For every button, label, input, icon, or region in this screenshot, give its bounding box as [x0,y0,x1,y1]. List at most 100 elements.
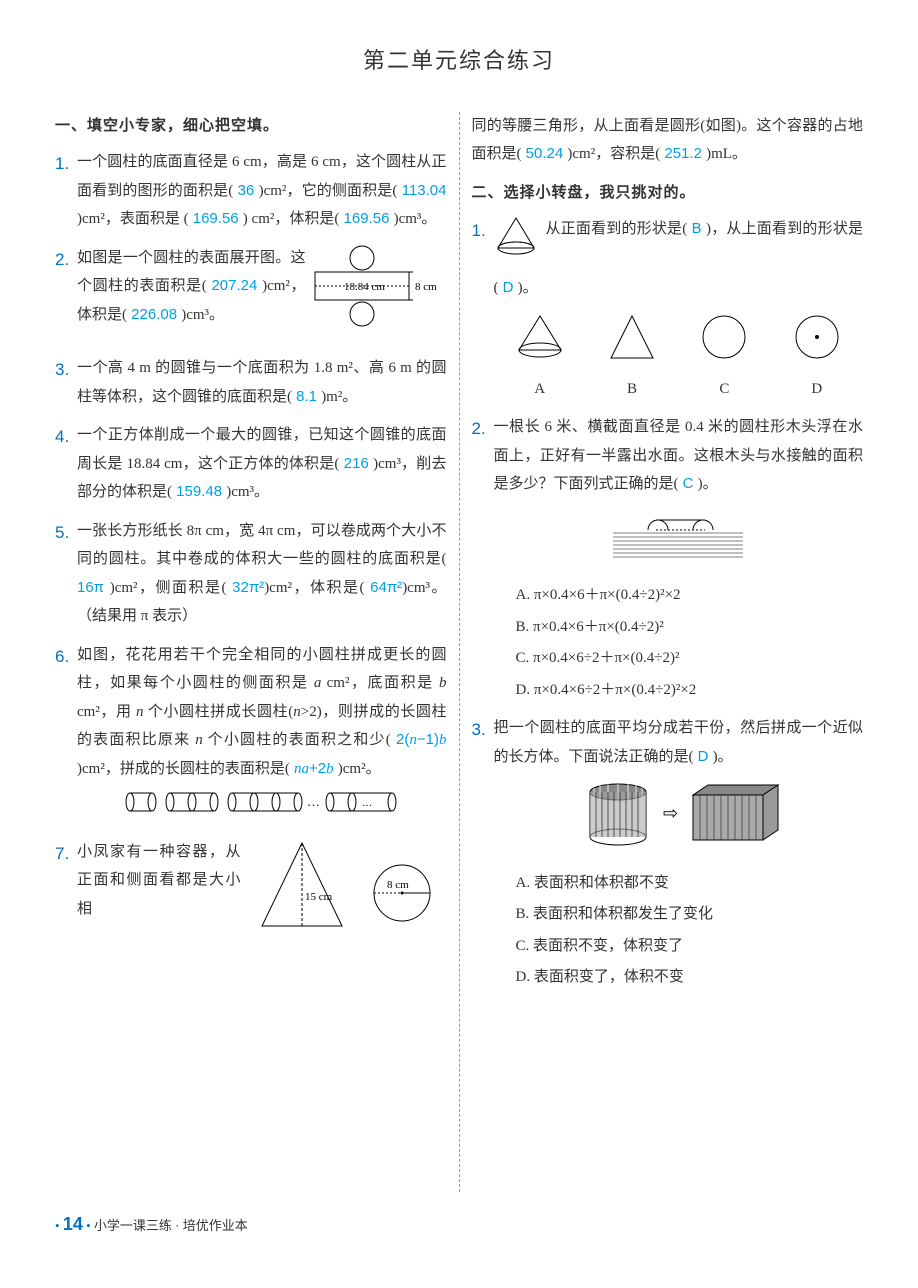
q-num: 3. [55,354,69,386]
text: 个小圆柱拼成长圆柱( [143,704,293,720]
answer: D [694,748,713,765]
question-2: 2. 18.84 cm 8 cm 如图是一个圆柱的表面展开图。这个圆柱的表面积是… [55,244,447,345]
page-number: 14 [63,1214,83,1234]
svg-text:⇨: ⇨ [663,803,678,823]
answer: 2(n−1)b [391,731,447,748]
answer: 226.08 [127,306,181,323]
cylinder-net-figure: 18.84 cm 8 cm [312,244,447,345]
mc-question-1: 1. 从正面看到的形状是( B )，从上面看到的形状是( D )。 A B C [472,215,864,403]
q-num: 4. [55,421,69,453]
text: )cm²，它的侧面积是( [259,183,398,199]
answer: 251.2 [660,145,706,162]
fig-height-label: 8 cm [415,281,437,293]
question-5: 5. 一张长方形纸长 8π cm，宽 4π cm，可以卷成两个大小不同的圆柱。其… [55,517,447,631]
text: )。 [713,749,733,765]
question-4: 4. 一个正方体削成一个最大的圆锥，已知这个圆锥的底面周长是 18.84 cm，… [55,421,447,507]
two-column-layout: 一、填空小专家，细心把空填。 1. 一个圆柱的底面直径是 6 cm，高是 6 c… [55,112,863,1192]
text: )cm²，容积是( [567,146,660,162]
option-a: A [513,310,567,403]
question-7-cont: 同的等腰三角形，从上面看是圆形(如图)。这个容器的占地面积是( 50.24 )c… [472,112,864,169]
answer: 216 [339,455,373,472]
text: )cm²，拼成的长圆柱的表面积是( [77,761,290,777]
text: 把一个圆柱的底面平均分成若干份，然后拼成一个近似的长方体。下面说法正确的是( [494,720,864,765]
text: cm²，用 [77,704,136,720]
svg-text:…: … [362,798,372,809]
option-b: B. π×0.4×6＋π×(0.4÷2)² [516,613,864,642]
text: 小凤家有一种容器，从正面和侧面看都是大小相 [77,844,241,917]
answer: 64π² [364,579,402,596]
q-num: 1. [55,148,69,180]
answer: 8.1 [292,388,321,405]
cylinders-figure: … … [77,787,447,828]
text: )cm²。 [338,761,381,777]
text: )m²。 [321,389,357,405]
cylinder-to-cuboid-figure: ⇨ [494,777,864,863]
answer: 207.24 [207,277,262,294]
answer: C [679,475,698,492]
q-num: 6. [55,641,69,673]
answer: 36 [233,182,258,199]
text: )mL。 [706,146,747,162]
q-num: 3. [472,714,486,746]
footer-text: 小学一课三练 · 培优作业本 [94,1218,248,1233]
q-num: 7. [55,838,69,870]
fig-diameter-label: 8 cm [387,879,409,891]
answer: 50.24 [522,145,568,162]
q-num: 2. [472,413,486,445]
page-footer: • 14 • 小学一课三练 · 培优作业本 [55,1207,863,1241]
cone-figure: 15 cm 8 cm [247,838,447,944]
option-d: D [790,310,844,403]
q-num: 5. [55,517,69,549]
answer: B [687,220,706,237]
text: 一个高 4 m 的圆锥与一个底面积为 1.8 m²、高 6 m 的圆柱等体积，这… [77,360,447,405]
answer: na+2b [290,760,338,777]
dot-icon: • [86,1218,91,1233]
answer: D [499,279,518,296]
option-a: A. π×0.4×6＋π×(0.4÷2)²×2 [516,581,864,610]
question-6: 6. 如图，花花用若干个完全相同的小圆柱拼成更长的圆柱，如果每个小圆柱的侧面积是… [55,641,447,828]
page-title: 第二单元综合练习 [55,40,863,82]
section-2-heading: 二、选择小转盘，我只挑对的。 [472,179,864,208]
mc-question-3: 3. 把一个圆柱的底面平均分成若干份，然后拼成一个近似的长方体。下面说法正确的是… [472,714,864,992]
svg-text:…: … [307,794,320,809]
text: )cm³。 [394,211,437,227]
section-1-heading: 一、填空小专家，细心把空填。 [55,112,447,141]
option-b: B. 表面积和体积都发生了变化 [516,900,864,929]
text: )cm³。 [181,307,224,323]
option-shapes-row: A B C D [494,310,864,403]
option-c: C. π×0.4×6÷2＋π×(0.4÷2)² [516,644,864,673]
dot-icon: • [55,1218,60,1233]
text: )cm²，表面积是 ( [77,211,189,227]
text: 一张长方形纸长 8π cm，宽 4π cm，可以卷成两个大小不同的圆柱。其中卷成… [77,523,447,568]
text: )cm²，体积是( [264,580,364,596]
option-d: D. 表面积变了，体积不变 [516,963,864,992]
option-a: A. 表面积和体积都不变 [516,869,864,898]
option-c: C. 表面积不变，体积变了 [516,932,864,961]
answer: 159.48 [172,483,226,500]
text: )cm³。 [226,484,269,500]
fig-height-label: 15 cm [305,891,333,903]
answer: 16π [77,579,110,596]
text: )cm²，侧面积是( [110,580,227,596]
log-water-figure [494,505,864,576]
q-num: 1. [472,215,486,247]
question-7: 7. 15 cm 8 cm 小凤家有一种容器，从正面和侧面看都是大小相 [55,838,447,944]
text: 从正面看到的形状是( [545,221,687,237]
mc-question-2: 2. 一根长 6 米、横截面直径是 0.4 米的圆柱形木头浮在水面上，正好有一半… [472,413,864,704]
option-c: C [697,310,751,403]
right-column: 同的等腰三角形，从上面看是圆形(如图)。这个容器的占地面积是( 50.24 )c… [460,112,864,1192]
option-d: D. π×0.4×6÷2＋π×(0.4÷2)²×2 [516,676,864,705]
answer: 113.04 [397,182,446,199]
text: ) cm²，体积是( [243,211,340,227]
question-1: 1. 一个圆柱的底面直径是 6 cm，高是 6 cm，这个圆柱从正面看到的图形的… [55,148,447,234]
fig-width-label: 18.84 cm [344,281,385,293]
answer: 169.56 [339,210,393,227]
text: 个小圆柱的表面积之和少( [203,732,391,748]
cone-icon [494,215,538,274]
answer: 32π² [226,579,264,596]
text: )。 [698,476,718,492]
left-column: 一、填空小专家，细心把空填。 1. 一个圆柱的底面直径是 6 cm，高是 6 c… [55,112,460,1192]
question-3: 3. 一个高 4 m 的圆锥与一个底面积为 1.8 m²、高 6 m 的圆柱等体… [55,354,447,411]
text: cm²，底面积是 [321,675,439,691]
text: )。 [518,280,538,296]
